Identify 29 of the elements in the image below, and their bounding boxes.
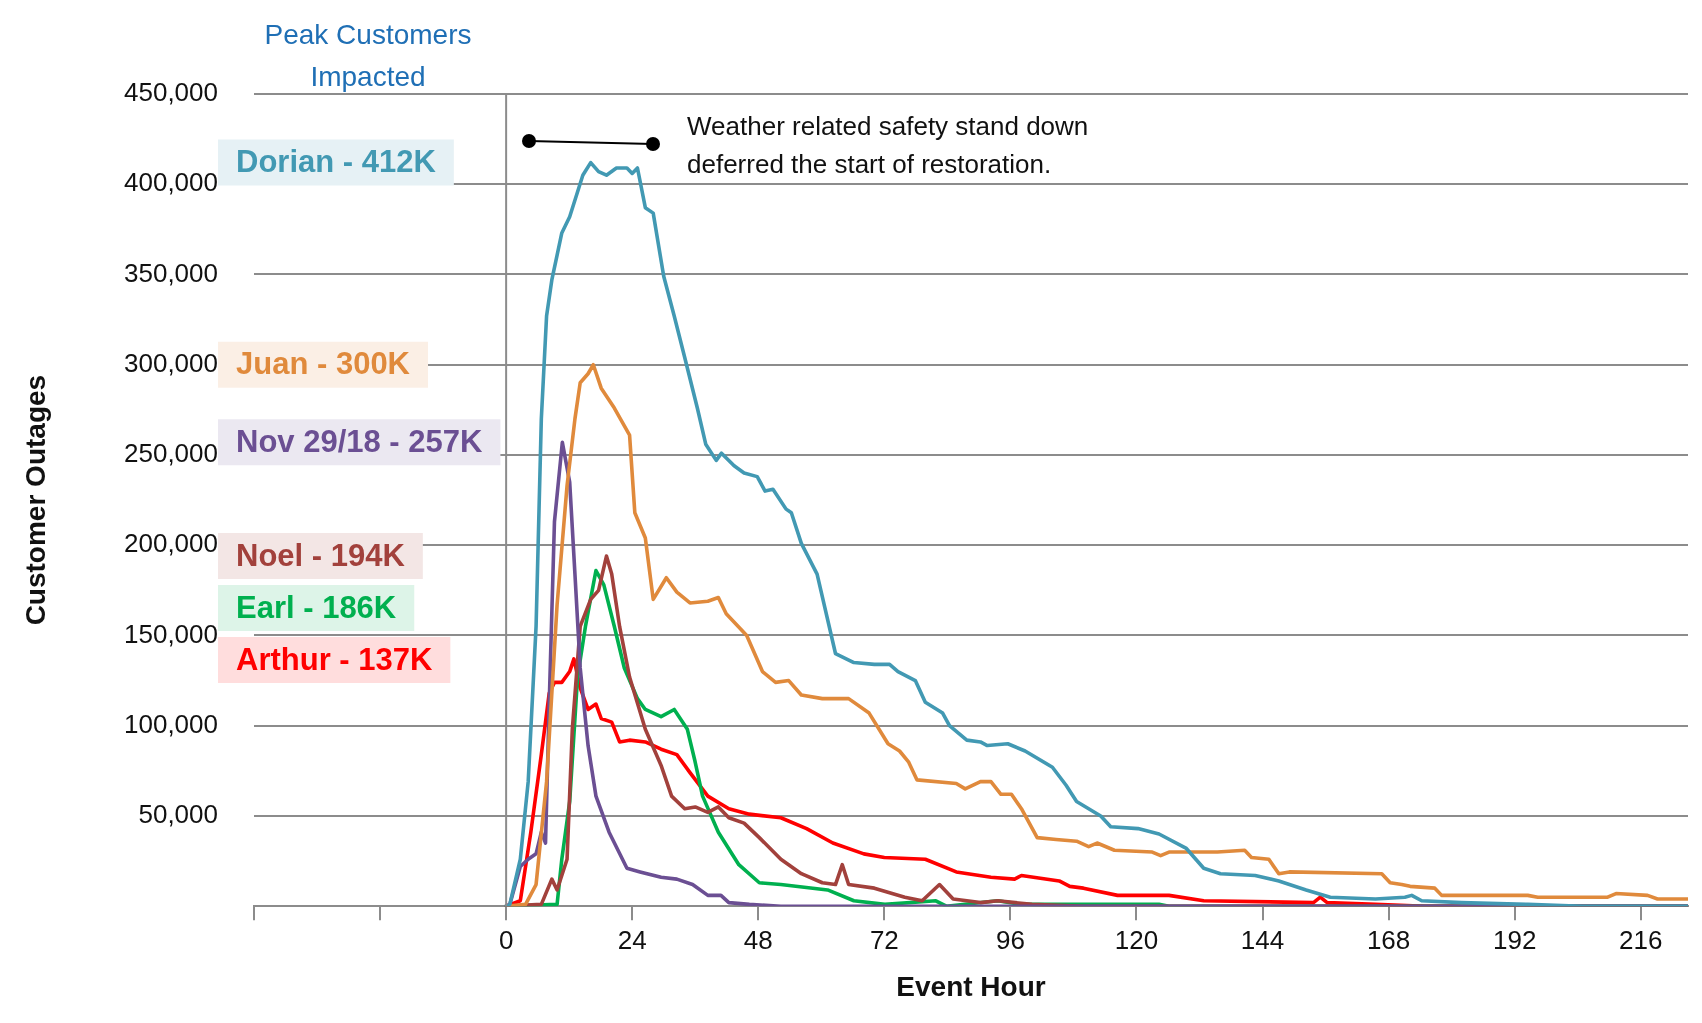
text: Noel - 194K — [236, 537, 406, 573]
y-tick-label: 100,000 — [124, 708, 218, 739]
y-tick-label: 450,000 — [124, 77, 218, 108]
x-axis-title: Event Hour — [896, 970, 1046, 1002]
y-tick-label: 150,000 — [124, 618, 218, 649]
x-tick-label: 96 — [995, 924, 1025, 955]
annotation: Weather related safety stand down deferred the start of restoration. — [687, 111, 1089, 180]
x-tick-label: 168 — [1366, 924, 1411, 955]
legend-title: Peak Customers Impacted — [264, 18, 472, 92]
x-tick-label: 24 — [617, 924, 647, 955]
y-tick-label: 400,000 — [124, 167, 218, 198]
text: Juan - 300K — [236, 346, 411, 382]
x-tick-label: 144 — [1240, 924, 1285, 955]
x-tick-label: 72 — [869, 924, 899, 955]
y-tick-label: 300,000 — [124, 347, 218, 378]
y-tick-label: 50,000 — [138, 799, 218, 830]
text: Dorian - 412K — [236, 144, 437, 180]
text: Arthur - 137K — [236, 641, 433, 677]
x-tick-label: 48 — [743, 924, 773, 955]
y-tick-label: 250,000 — [124, 438, 218, 469]
text: Earl - 186K — [236, 589, 397, 625]
x-tick-label: 192 — [1492, 924, 1537, 955]
x-tick-label: 0 — [498, 924, 514, 955]
x-tick-label: 216 — [1619, 924, 1663, 955]
x-tick-label: 120 — [1114, 924, 1159, 955]
y-tick-label: 200,000 — [124, 528, 218, 559]
text: Nov 29/18 - 257K — [236, 423, 484, 459]
y-tick-label: 350,000 — [124, 257, 218, 288]
y-axis-title: Customer Outages — [19, 374, 51, 626]
